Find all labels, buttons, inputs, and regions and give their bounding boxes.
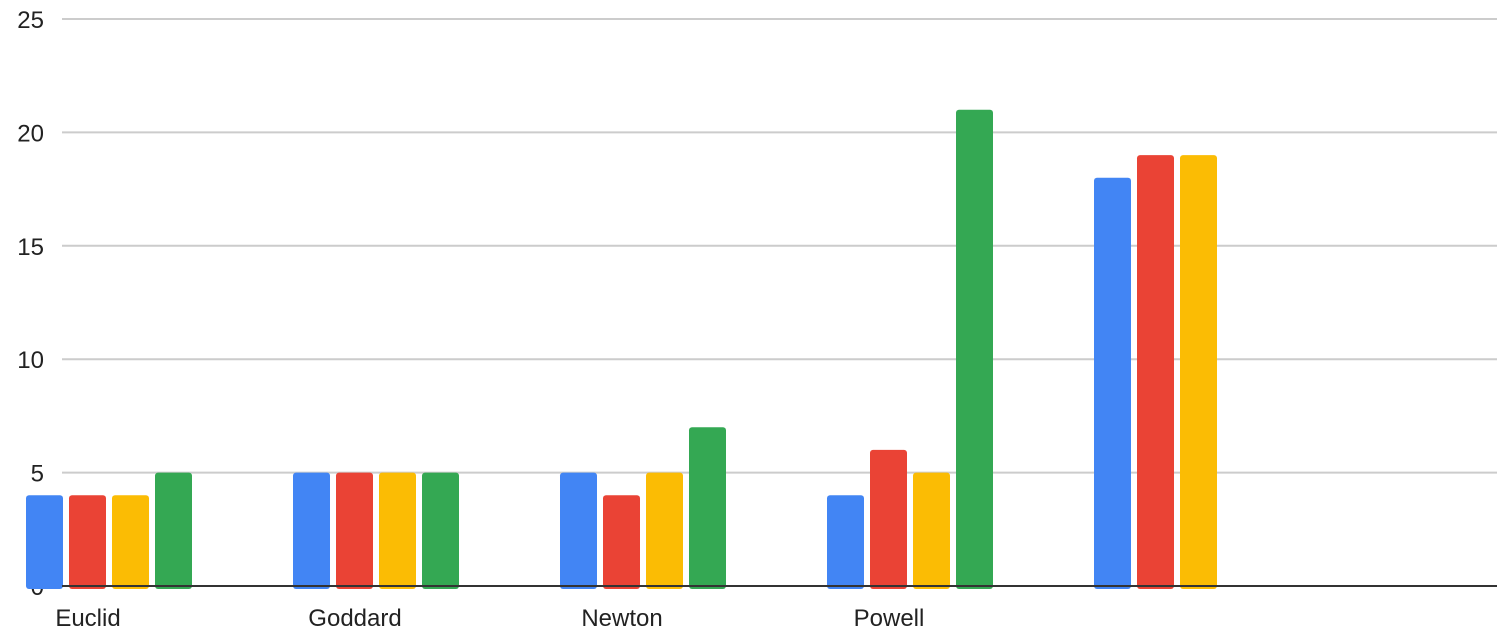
bar	[827, 495, 864, 589]
y-tick-label: 20	[17, 120, 44, 147]
bar	[293, 472, 330, 589]
bars	[26, 109, 1217, 589]
bar	[69, 495, 106, 589]
x-axis-category-labels: Euclid Goddard Newton Powell	[55, 605, 924, 632]
x-category-label: Newton	[581, 605, 662, 632]
bar	[603, 495, 640, 589]
bar	[155, 472, 192, 589]
bar	[336, 472, 373, 589]
bar	[956, 109, 993, 589]
bar	[646, 472, 683, 589]
bar	[1094, 177, 1131, 589]
bar	[1180, 155, 1217, 589]
x-category-label: Euclid	[55, 605, 120, 632]
x-category-label: Goddard	[308, 605, 401, 632]
bar	[26, 495, 63, 589]
bar	[112, 495, 149, 589]
y-tick-label: 15	[17, 234, 44, 261]
bar	[379, 472, 416, 589]
x-category-label: Powell	[854, 605, 925, 632]
bar	[689, 427, 726, 589]
bar	[560, 472, 597, 589]
bar	[422, 472, 459, 589]
y-tick-label: 5	[31, 461, 44, 488]
y-tick-label: 10	[17, 347, 44, 374]
bar	[870, 449, 907, 589]
bar	[1137, 155, 1174, 589]
y-tick-label: 25	[17, 7, 44, 34]
bar	[913, 472, 950, 589]
gridlines	[62, 18, 1497, 474]
